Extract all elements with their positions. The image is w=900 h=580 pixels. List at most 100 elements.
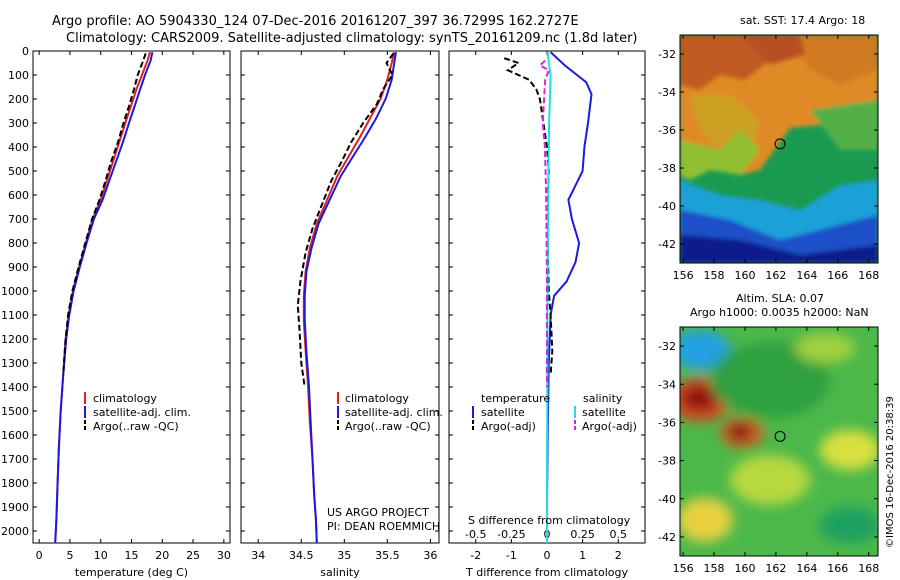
x-tick-label: 34 <box>251 549 265 562</box>
y-tick-label: 400 <box>8 141 29 154</box>
series-line <box>62 53 147 376</box>
x-tick-label: 15 <box>125 549 139 562</box>
x-tick-label: 0 <box>544 549 551 562</box>
map-y-tick-label: -40 <box>658 493 676 506</box>
series-line <box>503 57 554 376</box>
map-y-tick-label: -32 <box>658 48 676 61</box>
x-axis-label: T difference from climatology <box>465 566 628 579</box>
sst-map-axes: 156 158 160 162 164 166 168 -32 -34 -36 -38 -40 -42 <box>658 35 879 282</box>
y-tick-label: 100 <box>8 69 29 82</box>
y-tick-label: 200 <box>8 93 29 106</box>
legend-sal-satellite-label: satellite <box>582 406 626 419</box>
sla-high-eddy-core <box>682 386 718 410</box>
sla-map-subtitle: Argo h1000: 0.0035 h2000: NaN <box>690 306 869 319</box>
map-y-tick-label: -32 <box>658 340 676 353</box>
map-x-tick-label: 164 <box>796 269 817 282</box>
sla-map: 156 158 160 162 164 166 168 -32 -34 -36 -38 -40 -42 <box>658 326 879 575</box>
sla-east-yellow <box>820 430 878 470</box>
x-tick-label: 36 <box>423 549 437 562</box>
map-x-tick-label: 166 <box>827 562 848 575</box>
sst-hot-region <box>680 35 770 90</box>
salinity-panel: 34 34.5 35 35.5 36 salinity <box>240 50 440 579</box>
sla-ne-yellow <box>795 333 855 363</box>
y-tick-label: 300 <box>8 117 29 130</box>
map-y-tick-label: -40 <box>658 200 676 213</box>
map-y-tick-label: -42 <box>658 238 676 251</box>
x-axis-label: temperature (deg C) <box>75 566 188 579</box>
sst-hot-region-east <box>790 35 878 85</box>
sla-map-axes: 156 158 160 162 164 166 168 -32 -34 -36 -38 -40 -42 <box>658 327 879 575</box>
series-line <box>54 51 154 544</box>
legend-temperature-head: temperature <box>481 392 550 405</box>
legend-sal-argo-label: Argo(-adj) <box>582 420 637 433</box>
y-tick-label: 500 <box>8 165 29 178</box>
map-x-tick-label: 156 <box>673 562 694 575</box>
difference-panel: -2 -1 0 1 2 T difference from climatology -0.5… <box>448 50 646 579</box>
map-x-tick-label: 160 <box>734 269 755 282</box>
y-tick-label: 1600 <box>1 429 29 442</box>
x-tick-label: 5 <box>66 549 73 562</box>
map-y-tick-label: -36 <box>658 124 676 137</box>
project-pi: PI: DEAN ROEMMICH <box>327 520 440 533</box>
temperature-panel: 0100200300400500600700800900100011001200… <box>1 45 231 579</box>
x-tick-label: 10 <box>94 549 108 562</box>
y-tick-label: 1900 <box>1 501 29 514</box>
plot-frame <box>32 50 231 544</box>
y-tick-label: 1500 <box>1 405 29 418</box>
series-line <box>546 51 593 543</box>
credit-text: ©IMOS 16-Dec-2016 20:38:39 <box>885 396 896 548</box>
series-line <box>296 52 395 388</box>
temperature-legend: climatology satellite-adj. clim. Argo(..… <box>84 392 191 433</box>
legend-climatology-label: climatology <box>345 392 409 405</box>
argo-float-marker <box>774 430 786 442</box>
x-tick-label: -2 <box>470 549 481 562</box>
sst-map-frame <box>679 34 879 264</box>
sla-sw-yellow <box>680 498 733 542</box>
legend-argo-label: Argo(..raw -QC) <box>345 420 431 433</box>
sst-map: 156 158 160 162 164 166 168 -32 -34 -36 -38 -40 -42 <box>658 34 879 282</box>
map-x-tick-label: 168 <box>858 269 879 282</box>
map-y-tick-label: -34 <box>658 378 676 391</box>
x-tick-label: 20 <box>155 549 169 562</box>
map-x-tick-label: 158 <box>704 269 725 282</box>
sla-se-green <box>820 507 878 543</box>
y-tick-label: 700 <box>8 213 29 226</box>
x-tick-label: 25 <box>186 549 200 562</box>
y-tick-label: 1400 <box>1 381 29 394</box>
map-y-tick-label: -34 <box>658 86 676 99</box>
argo-float-marker <box>774 138 786 150</box>
legend-satellite-label: satellite-adj. clim. <box>345 406 443 419</box>
sst-light-green-region <box>680 130 760 180</box>
sst-mid-green-region <box>810 100 878 150</box>
x-tick-label: 1 <box>579 549 586 562</box>
map-y-tick-label: -38 <box>658 162 676 175</box>
legend-salinity-head: salinity <box>583 392 623 405</box>
y-tick-label: 800 <box>8 237 29 250</box>
y-tick-label: 1100 <box>1 309 29 322</box>
x-tick-label: 0 <box>36 549 43 562</box>
map-x-tick-label: 162 <box>765 269 786 282</box>
x-tick-label: 34.5 <box>289 549 314 562</box>
s-difference-label: S difference from climatology <box>468 514 631 527</box>
project-name: US ARGO PROJECT <box>327 506 429 519</box>
map-x-tick-label: 166 <box>827 269 848 282</box>
legend-climatology-label: climatology <box>93 392 157 405</box>
sla-center-green <box>710 342 830 418</box>
sst-coldest-region <box>680 235 878 263</box>
sst-map-title: sat. SST: 17.4 Argo: 18 <box>740 14 865 27</box>
salinity-legend: climatology satellite-adj. clim. Argo(..… <box>337 392 443 433</box>
legend-temp-satellite-label: satellite <box>481 406 525 419</box>
sla-cyan-eddy <box>680 330 730 370</box>
y-tick-label: 900 <box>8 261 29 274</box>
map-x-tick-label: 158 <box>704 562 725 575</box>
sla-map-title: Altim. SLA: 0.07 <box>736 292 824 305</box>
legend-satellite-label: satellite-adj. clim. <box>93 406 191 419</box>
title-line-1: Argo profile: AO 5904330_124 07-Dec-2016… <box>52 14 579 29</box>
map-x-tick-label: 164 <box>796 562 817 575</box>
y-tick-label: 1800 <box>1 477 29 490</box>
sla-east-eddy-core <box>728 424 752 440</box>
y-tick-label: 1300 <box>1 357 29 370</box>
sla-map-frame <box>679 326 879 557</box>
legend-temp-argo-label: Argo(-adj) <box>481 420 536 433</box>
